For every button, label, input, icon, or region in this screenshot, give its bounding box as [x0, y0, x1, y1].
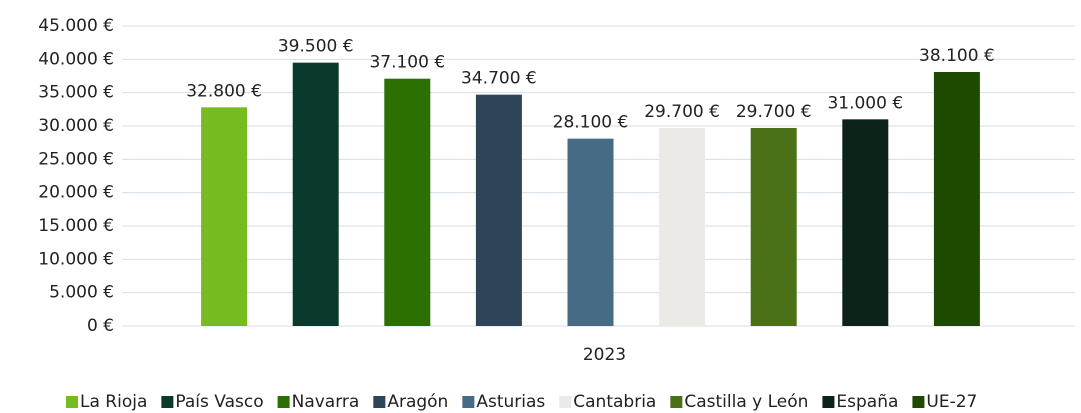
legend-swatch [559, 396, 572, 408]
y-tick-label: 45.000 € [38, 16, 114, 36]
bar [292, 62, 339, 327]
value-label: 29.700 € [644, 102, 720, 122]
value-label: 29.700 € [736, 102, 812, 122]
y-tick-label: 5.000 € [49, 283, 114, 303]
legend-label: Cantabria [573, 392, 656, 412]
legend-swatch [670, 396, 683, 408]
value-label: 39.500 € [278, 37, 354, 57]
legend-swatch [822, 396, 835, 408]
legend-label: Aragón [387, 392, 448, 412]
y-tick-label: 10.000 € [38, 249, 114, 269]
bar [933, 72, 980, 326]
legend-swatch [373, 396, 386, 408]
y-tick-label: 15.000 € [38, 216, 114, 236]
legend-label: Navarra [292, 392, 360, 412]
legend-swatch [912, 396, 925, 408]
bar [659, 128, 706, 326]
legend-swatch [277, 396, 290, 408]
legend-label: Asturias [476, 392, 545, 412]
bar [842, 119, 889, 326]
y-tick-label: 35.000 € [38, 83, 114, 103]
legend-label: UE-27 [926, 392, 977, 412]
bar [201, 107, 248, 326]
legend-swatch [462, 396, 475, 408]
y-tick-label: 40.000 € [38, 49, 114, 69]
value-label: 31.000 € [827, 93, 903, 113]
legend-label: La Rioja [80, 392, 147, 412]
y-tick-label: 0 € [87, 316, 114, 336]
x-tick-label: 2023 [583, 345, 626, 365]
value-label: 37.100 € [369, 53, 445, 73]
bar [475, 94, 522, 327]
y-tick-label: 25.000 € [38, 149, 114, 169]
bar [384, 78, 431, 327]
y-tick-label: 30.000 € [38, 116, 114, 136]
y-tick-label: 20.000 € [38, 183, 114, 203]
legend-label: País Vasco [175, 392, 263, 412]
value-label: 28.100 € [553, 113, 629, 133]
bar [567, 138, 614, 326]
bar [750, 128, 797, 326]
value-label: 34.700 € [461, 69, 537, 89]
legend-label: Castilla y León [684, 392, 808, 412]
value-label: 32.800 € [186, 81, 262, 101]
legend-swatch [161, 396, 174, 408]
legend-label: España [836, 392, 898, 412]
value-label: 38.100 € [919, 46, 995, 66]
legend-swatch [66, 396, 78, 408]
